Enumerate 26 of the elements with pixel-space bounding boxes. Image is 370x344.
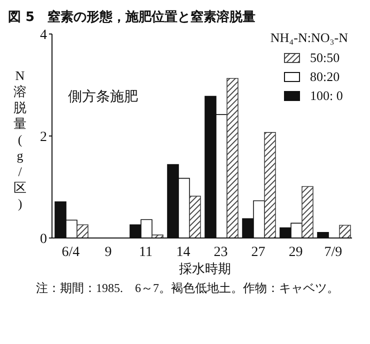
x-axis-title: 採水時期: [178, 260, 232, 278]
x-tick-label: 6/4: [62, 244, 80, 260]
y-tick-label: 0: [40, 232, 47, 247]
bar: [264, 132, 276, 238]
x-tick-label: 7/9: [324, 244, 342, 260]
text: 注：期間：1985. 6～7。褐色低地土。作物：キャベツ。: [35, 280, 340, 297]
x-tick-label: 27: [251, 244, 266, 260]
x-tick-label: 11: [139, 244, 152, 260]
bar: [226, 78, 238, 238]
annotation: 側方条施肥: [68, 88, 138, 106]
legend-label: 50:50: [310, 50, 341, 66]
legend-label: 100: 0: [310, 88, 344, 104]
bar: [189, 196, 201, 238]
x-tick-label: 23: [214, 244, 228, 260]
y-tick-label: 4: [40, 28, 47, 43]
bar: [339, 224, 351, 238]
x-tick-label: 9: [104, 244, 112, 260]
legend-title: NH₄-N:NO₃-N: [269, 30, 348, 46]
x-tick-label: 29: [288, 244, 303, 260]
x-tick-label: 14: [176, 244, 190, 260]
bar: [76, 224, 88, 238]
legend-label: 80:20: [310, 69, 341, 85]
bar: [302, 186, 314, 238]
text: N溶脱量(g/区): [14, 68, 26, 211]
y-tick-label: 2: [40, 130, 47, 145]
chart-title: 図 5 窒素の形態，施肥位置と窒素溶脱量: [8, 8, 257, 26]
